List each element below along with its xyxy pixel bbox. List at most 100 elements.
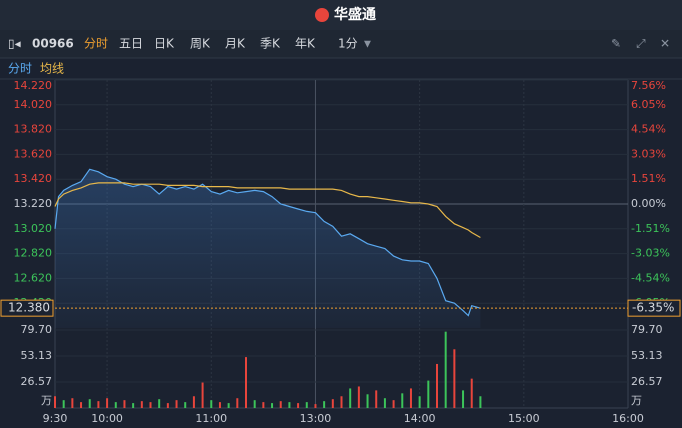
fullscreen-icon[interactable]: ⤢ [635,37,646,51]
y-tick-label: 12.820 [14,247,53,260]
y-tick-label: 13.220 [14,197,53,210]
volume-bar [470,378,473,408]
volume-bar [349,388,352,408]
volume-bar [444,331,447,408]
volume-bar [140,401,143,408]
volume-bar [366,394,369,408]
current-price-box [0,299,54,317]
volume-bar [436,363,438,408]
volume-bar [123,400,126,408]
volume-bar [383,398,386,408]
volume-bar [288,402,291,408]
y2-tick-label: -1.51% [631,222,670,235]
y2-tick-label: 6.05% [631,98,666,111]
x-tick-label: 11:00 [195,412,227,425]
volume-bar [357,386,360,408]
volume-bar [375,390,378,408]
volume-bar [305,402,308,408]
dropdown-arrow[interactable]: ▼ [364,40,371,50]
volume-bar [114,402,117,408]
volume-tick-label: 79.70 [21,323,53,336]
volume-bar [462,390,465,408]
volume-tick-label: 26.57 [631,375,663,388]
x-tick-label: 14:00 [404,412,436,425]
y-tick-label: 13.820 [14,123,53,136]
volume-bar [418,396,421,408]
volume-bar [218,402,221,408]
close-icon[interactable]: ✕ [660,37,670,51]
x-tick-label: 15:00 [508,412,540,425]
volume-bar [201,382,204,408]
y2-tick-label: 1.51% [631,172,666,185]
y2-tick-label: -3.03% [631,247,670,260]
header-bar [0,0,682,30]
y-tick-label: 14.220 [14,79,53,92]
volume-bar [409,388,412,408]
volume-bar [175,400,178,408]
draw-icon[interactable]: ✎ [611,37,621,51]
y2-tick-label: 0.00% [631,197,666,210]
volume-bar [54,396,56,408]
volume-bar [279,401,282,408]
volume-bar [236,398,239,408]
interval[interactable]: 1分 [338,37,358,51]
toolbar [0,30,682,58]
volume-bar [297,403,300,408]
x-tick-label: 9:30 [43,412,68,425]
volume-tick-label: 79.70 [631,323,663,336]
volume-tick-label: 26.57 [21,375,53,388]
volume-bar [210,400,213,408]
volume-bar [149,402,152,408]
tab[interactable]: 日K [154,37,175,51]
tab[interactable]: 月K [225,37,246,51]
y2-tick-label: 7.56% [631,79,666,92]
volume-bar [132,403,135,408]
volume-bar [323,401,326,408]
legend-average: 均线 [40,62,64,76]
logo [315,8,329,22]
y-tick-label: 13.420 [14,172,53,185]
tab[interactable]: 季K [260,37,281,51]
x-tick-label: 13:00 [300,412,332,425]
volume-tick-label: 53.13 [21,349,53,362]
volume-bar [88,399,91,408]
volume-bar [227,403,230,408]
x-tick-label: 16:00 [612,412,644,425]
y-tick-label: 12.620 [14,271,53,284]
y2-tick-label: 3.03% [631,147,666,160]
volume-bar [392,400,395,408]
volume-tick-label: 53.13 [631,349,663,362]
volume-bar [62,400,65,408]
tab[interactable]: 年K [295,37,316,51]
legend-price: 分时 [8,62,32,76]
volume-bar [97,401,100,408]
stock-code: 00966 [32,37,74,51]
volume-bar [314,404,317,408]
volume-unit: 万 [631,394,642,407]
volume-bar [253,400,256,408]
y-tick-label: 14.020 [14,98,53,111]
volume-bar [184,402,187,408]
y-tick-label: 13.020 [14,222,53,235]
current-change-box [627,299,681,317]
tab[interactable]: 五日 [119,37,143,51]
volume-bar [331,399,334,408]
volume-bar [453,349,456,408]
volume-bar [166,403,169,408]
volume-bar [271,403,274,408]
volume-bar [71,398,74,408]
expand-icon[interactable]: ▯◂ [8,37,21,51]
x-tick-label: 10:00 [91,412,123,425]
tab[interactable]: 分时 [84,37,108,51]
volume-bar [340,396,343,408]
average-line [54,182,481,239]
y-tick-label: 13.620 [14,147,53,160]
y2-tick-label: 4.54% [631,123,666,136]
volume-bar [427,380,430,408]
current-price-label: 12.380 [8,301,50,315]
price-area [55,169,481,328]
tab[interactable]: 周K [190,37,211,51]
volume-bar [262,402,265,408]
volume-bar [479,396,482,408]
